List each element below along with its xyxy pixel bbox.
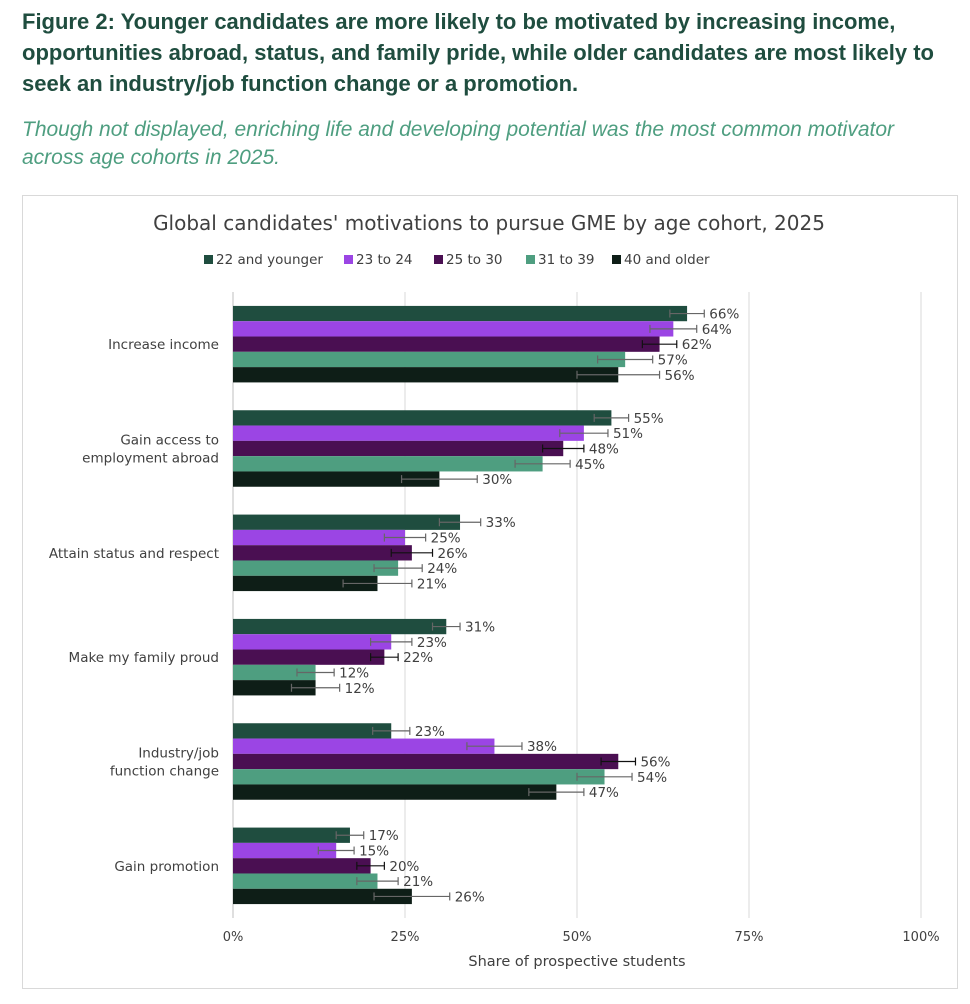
bar — [233, 456, 543, 472]
data-label: 66% — [709, 307, 739, 323]
data-label: 23% — [415, 724, 445, 740]
x-tick-label: 0% — [223, 930, 244, 945]
x-axis-label: Share of prospective students — [468, 954, 685, 970]
bar — [233, 873, 378, 889]
category-label: Gain promotion — [114, 859, 219, 875]
data-label: 57% — [658, 352, 688, 368]
data-label: 48% — [589, 442, 619, 458]
legend-swatch — [344, 255, 353, 264]
category-label: Industry/job — [138, 746, 219, 762]
bar — [233, 769, 605, 785]
x-tick-label: 75% — [735, 930, 764, 945]
data-label: 21% — [403, 874, 433, 890]
data-label: 23% — [417, 635, 447, 651]
data-label: 12% — [345, 681, 375, 697]
category-label: Increase income — [108, 337, 219, 353]
legend-label: 40 and older — [624, 252, 710, 268]
category-label: Attain status and respect — [49, 546, 219, 562]
bar — [233, 514, 461, 530]
data-label: 45% — [575, 457, 605, 473]
data-label: 31% — [465, 620, 495, 636]
category-label: Make my family proud — [69, 650, 219, 666]
legend-label: 23 to 24 — [356, 252, 413, 268]
bar — [233, 529, 405, 546]
data-label: 54% — [637, 770, 667, 786]
category-label: Gain access to — [120, 433, 219, 449]
data-label: 20% — [389, 859, 419, 875]
data-label: 33% — [486, 515, 516, 531]
x-tick-label: 100% — [902, 930, 939, 945]
data-label: 51% — [613, 426, 643, 442]
data-label: 30% — [482, 472, 512, 488]
bar — [233, 321, 674, 337]
bar — [233, 738, 495, 754]
bar — [233, 351, 626, 368]
chart-title: Global candidates' motivations to pursue… — [153, 211, 825, 235]
data-label: 24% — [427, 561, 457, 577]
data-label: 56% — [665, 368, 695, 384]
legend-label: 22 and younger — [216, 252, 323, 268]
bar — [233, 440, 564, 457]
x-tick-label: 50% — [563, 930, 592, 945]
data-label: 26% — [438, 546, 468, 562]
bar — [233, 723, 392, 739]
data-label: 62% — [682, 337, 712, 353]
bar — [233, 336, 660, 352]
bar — [233, 560, 399, 576]
data-label: 17% — [369, 828, 399, 844]
data-label: 64% — [702, 322, 732, 338]
data-label: 56% — [640, 755, 670, 771]
data-label: 47% — [589, 785, 619, 801]
figure-heading: Figure 2: Younger candidates are more li… — [22, 9, 934, 96]
bar — [233, 664, 316, 681]
bar — [233, 888, 412, 905]
legend-label: 31 to 39 — [538, 252, 595, 268]
legend-swatch — [434, 255, 443, 264]
category-label: function change — [110, 764, 219, 780]
legend-swatch — [204, 255, 213, 264]
legend-swatch — [526, 255, 535, 264]
x-tick-label: 25% — [391, 930, 420, 945]
bar — [233, 680, 316, 696]
chart-container — [22, 195, 958, 989]
bar — [233, 575, 378, 592]
data-label: 38% — [527, 739, 557, 755]
bar — [233, 471, 440, 487]
bar — [233, 425, 584, 441]
data-label: 55% — [634, 411, 664, 427]
data-label: 26% — [455, 889, 485, 905]
legend-swatch — [612, 255, 621, 264]
bar — [233, 410, 612, 426]
figure-subheading: Though not displayed, enriching life and… — [22, 118, 895, 169]
bar — [233, 649, 385, 665]
bar — [233, 827, 350, 843]
data-label: 12% — [339, 665, 369, 681]
category-label: employment abroad — [82, 451, 219, 467]
bar — [233, 367, 619, 383]
bar — [233, 784, 557, 800]
bar — [233, 858, 371, 874]
data-label: 15% — [359, 844, 389, 860]
bar — [233, 842, 337, 859]
data-label: 22% — [403, 650, 433, 666]
bar — [233, 753, 619, 770]
bar — [233, 545, 412, 561]
bar — [233, 634, 392, 650]
bar — [233, 305, 688, 322]
bar — [233, 618, 447, 635]
legend-label: 25 to 30 — [446, 252, 503, 268]
data-label: 25% — [431, 531, 461, 547]
data-label: 21% — [417, 576, 447, 592]
